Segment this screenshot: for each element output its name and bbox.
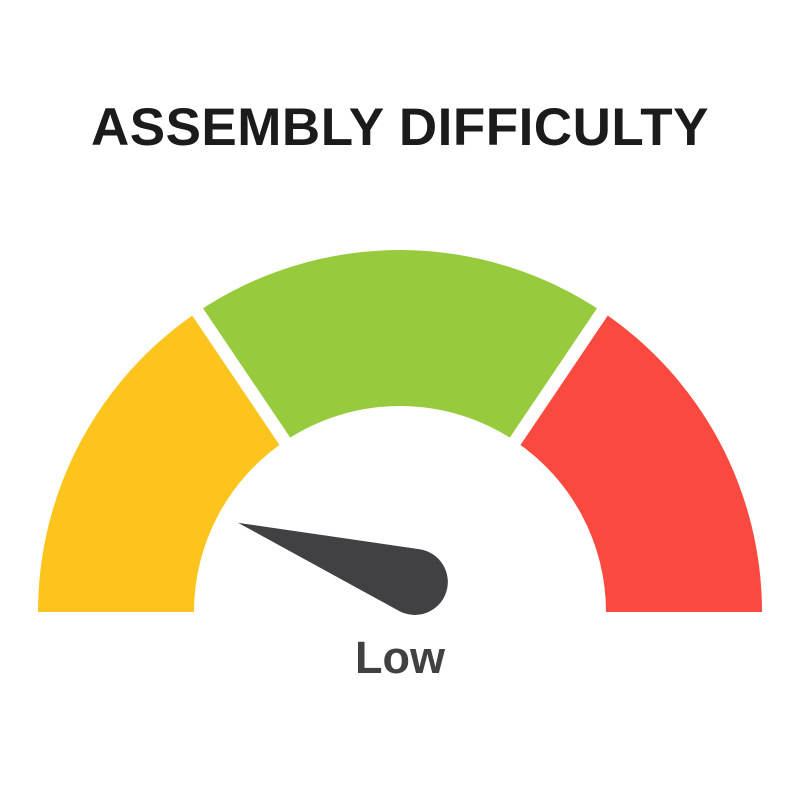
gauge-segment-right [515,311,762,612]
gauge-segment-top [197,250,603,442]
chart-title: ASSEMBLY DIFFICULTY [90,98,710,157]
gauge-needle [238,522,448,615]
gauge-segment-left [38,311,285,612]
needle-value-label: Low [355,632,445,683]
